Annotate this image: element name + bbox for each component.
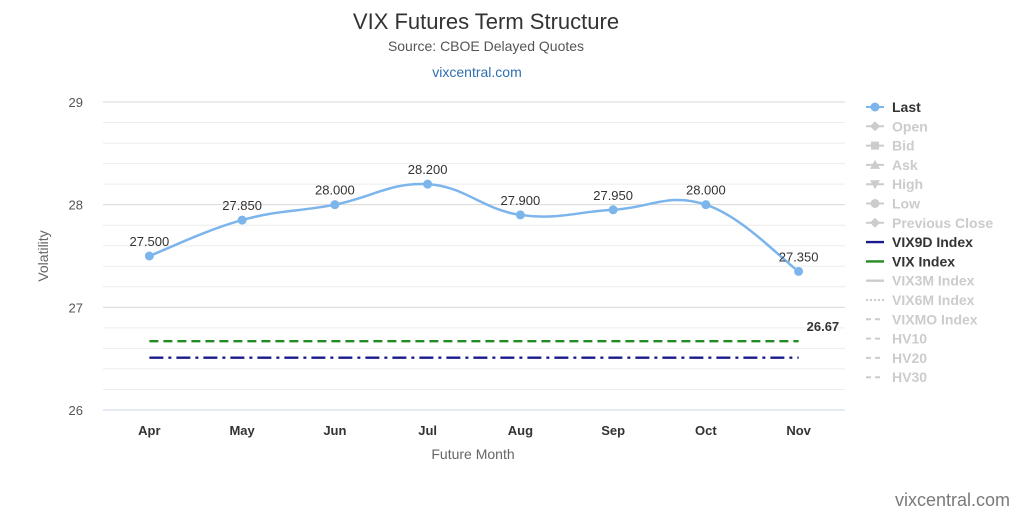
y-tick-label: 27 xyxy=(69,300,83,315)
data-label: 28.000 xyxy=(315,183,355,198)
axes: 26 27 28 29 Apr May Jun Jul Aug Sep Oct Nov xyxy=(69,95,845,438)
chart-subtitle: Source: CBOE Delayed Quotes xyxy=(388,38,584,54)
legend-marker xyxy=(870,180,880,190)
source-link[interactable]: vixcentral.com xyxy=(432,64,521,80)
legend-item-previous-close[interactable]: Previous Close xyxy=(866,215,993,231)
data-label: 27.500 xyxy=(129,234,169,249)
legend-label: VIX6M Index xyxy=(892,292,975,308)
legend-item-vix3m-index[interactable]: VIX3M Index xyxy=(866,273,975,289)
grid xyxy=(103,101,845,411)
x-tick-label: May xyxy=(229,423,255,438)
legend-item-ask[interactable]: Ask xyxy=(866,157,918,173)
data-label: 27.900 xyxy=(500,193,540,208)
data-point xyxy=(515,210,525,220)
data-point xyxy=(144,251,154,261)
index-lines: 26.67 xyxy=(149,319,840,359)
y-tick-label: 29 xyxy=(69,95,83,110)
data-label: 28.200 xyxy=(408,162,448,177)
legend-label: Last xyxy=(892,99,921,115)
legend-item-vix9d-index[interactable]: VIX9D Index xyxy=(866,234,973,250)
chart-title: VIX Futures Term Structure xyxy=(353,9,619,34)
legend-label: Bid xyxy=(892,138,915,154)
x-tick-label: Jul xyxy=(418,423,437,438)
data-label: 26.67 xyxy=(807,319,840,334)
data-point xyxy=(423,179,433,189)
data-label: 28.000 xyxy=(686,183,726,198)
legend-item-high[interactable]: High xyxy=(866,176,923,192)
legend-item-last[interactable]: Last xyxy=(866,99,921,115)
x-tick-label: Aug xyxy=(508,423,533,438)
y-tick-label: 26 xyxy=(69,403,83,418)
x-axis-title: Future Month xyxy=(431,446,514,462)
legend-label: Ask xyxy=(892,157,918,173)
legend-label: VIX Index xyxy=(892,253,955,269)
legend-label: VIXMO Index xyxy=(892,311,978,327)
legend-label: VIX3M Index xyxy=(892,273,975,289)
plot-area: 27.500 27.850 28.000 28.200 27.900 27.950 28.0… xyxy=(129,162,819,276)
legend: Last Open Bid Ask High Low Previous Close VIX9D… xyxy=(866,99,993,385)
legend-marker xyxy=(870,102,880,112)
legend-item-vix-index[interactable]: VIX Index xyxy=(866,253,955,269)
legend-item-low[interactable]: Low xyxy=(866,196,920,212)
legend-item-vix6m-index[interactable]: VIX6M Index xyxy=(866,292,975,308)
y-axis-title: Volatility xyxy=(35,230,51,281)
legend-label: Previous Close xyxy=(892,215,993,231)
legend-marker xyxy=(870,199,880,208)
watermark: vixcentral.com xyxy=(895,490,1010,510)
data-point xyxy=(237,215,247,225)
legend-item-hv20[interactable]: HV20 xyxy=(866,350,927,366)
x-tick-label: Oct xyxy=(695,423,717,438)
legend-label: HV10 xyxy=(892,331,927,347)
legend-item-bid[interactable]: Bid xyxy=(866,138,915,154)
legend-item-hv30[interactable]: HV30 xyxy=(866,369,927,385)
series-line-last xyxy=(148,182,800,273)
legend-label: VIX9D Index xyxy=(892,234,973,250)
data-label: 27.950 xyxy=(593,188,633,203)
x-tick-label: Nov xyxy=(786,423,811,438)
data-point xyxy=(608,205,618,215)
legend-label: Open xyxy=(892,118,928,134)
legend-marker xyxy=(871,141,879,150)
legend-marker xyxy=(870,121,880,132)
legend-label: Low xyxy=(892,196,920,212)
x-tick-label: Apr xyxy=(138,423,160,438)
legend-item-vixmo-index[interactable]: VIXMO Index xyxy=(866,311,978,327)
legend-label: HV20 xyxy=(892,350,927,366)
legend-marker xyxy=(870,159,880,169)
x-tick-label: Jun xyxy=(323,423,346,438)
data-point xyxy=(794,266,804,276)
data-point xyxy=(701,200,711,210)
x-tick-label: Sep xyxy=(601,423,625,438)
legend-label: High xyxy=(892,176,923,192)
data-label: 27.350 xyxy=(779,249,819,264)
data-label: 27.850 xyxy=(222,198,262,213)
legend-marker xyxy=(870,217,880,228)
legend-label: HV30 xyxy=(892,369,927,385)
data-point xyxy=(330,200,340,210)
y-tick-label: 28 xyxy=(69,198,83,213)
legend-item-hv10[interactable]: HV10 xyxy=(866,331,927,347)
legend-item-open[interactable]: Open xyxy=(866,118,928,134)
